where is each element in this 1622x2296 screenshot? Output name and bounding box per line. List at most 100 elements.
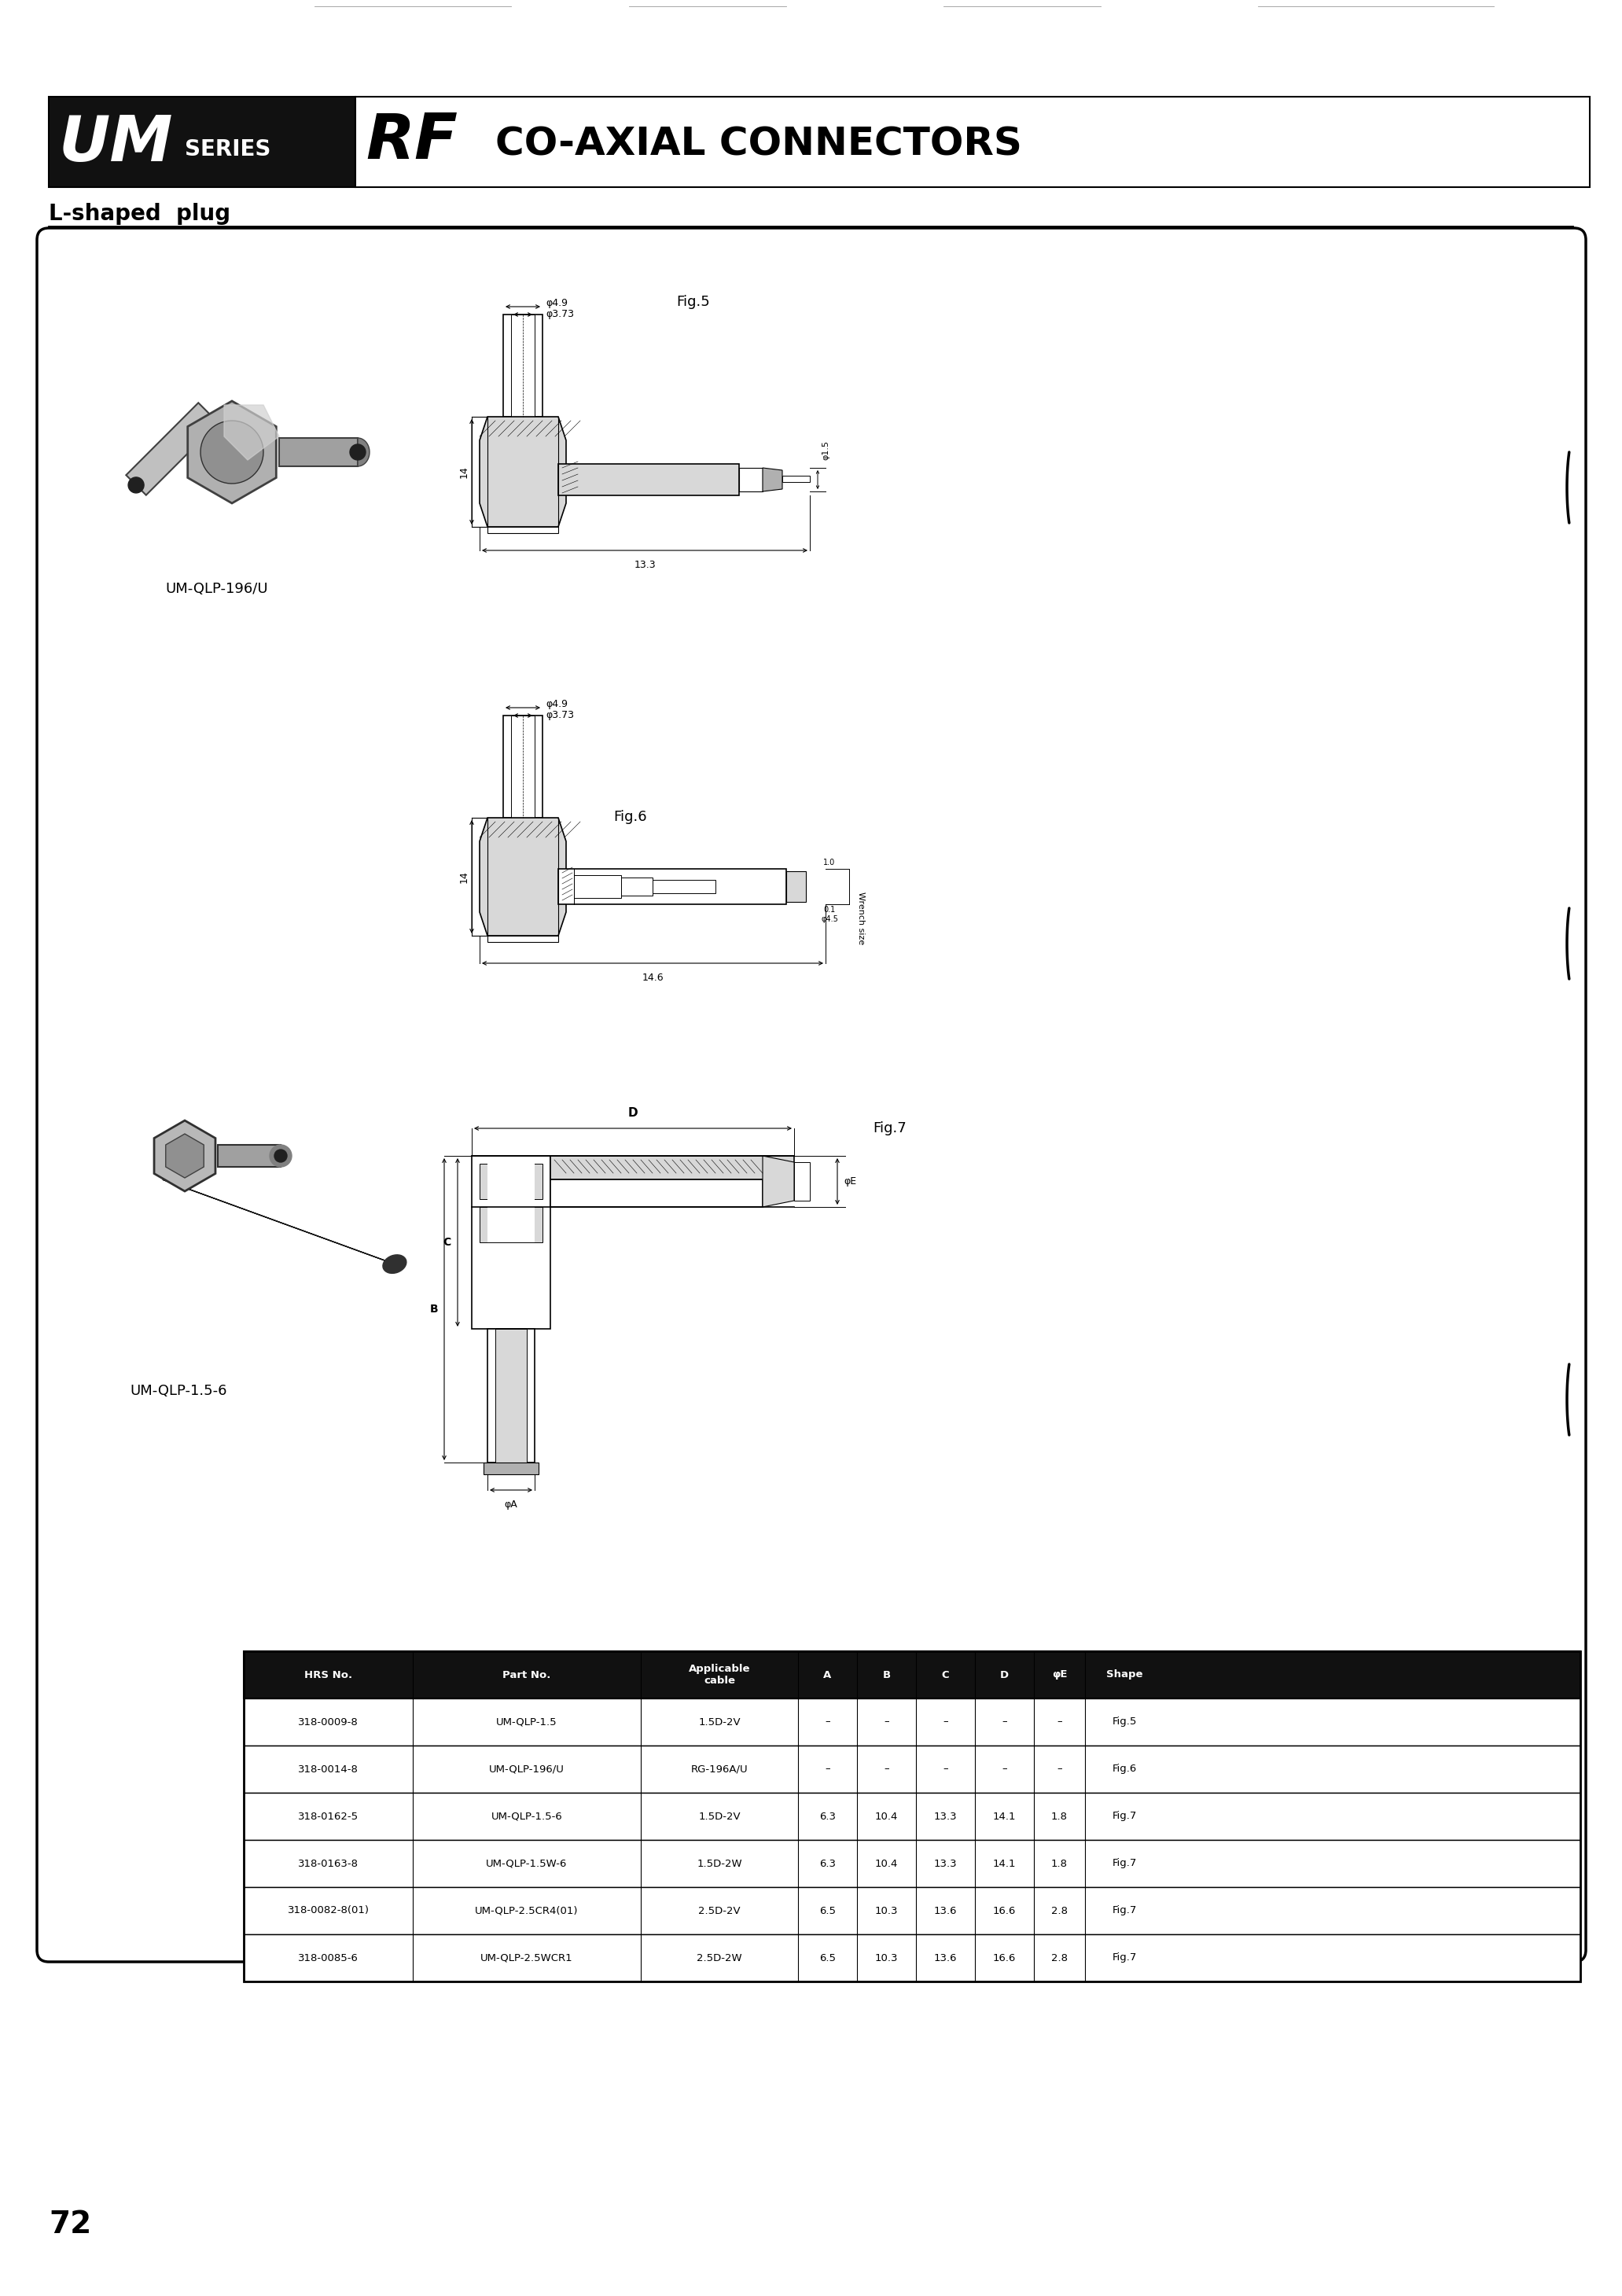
Text: UM-QLP-2.5CR4(01): UM-QLP-2.5CR4(01) bbox=[475, 1906, 579, 1915]
Text: 16.6: 16.6 bbox=[993, 1906, 1015, 1915]
FancyBboxPatch shape bbox=[37, 227, 1586, 1961]
Bar bbox=[480, 1208, 542, 1242]
Text: 2.5D-2V: 2.5D-2V bbox=[699, 1906, 741, 1915]
Bar bbox=[243, 1793, 1580, 1839]
Text: –: – bbox=[1002, 1717, 1007, 1727]
Text: Wrench size: Wrench size bbox=[856, 891, 865, 944]
Text: 13.3: 13.3 bbox=[934, 1857, 957, 1869]
Text: 318-0082-8(01): 318-0082-8(01) bbox=[287, 1906, 370, 1915]
Text: 1.5D-2W: 1.5D-2W bbox=[697, 1857, 741, 1869]
Text: –: – bbox=[826, 1717, 830, 1727]
Text: RG-196A/U: RG-196A/U bbox=[691, 1763, 748, 1775]
Bar bbox=[558, 464, 740, 496]
Text: –: – bbox=[884, 1717, 889, 1727]
Bar bbox=[488, 937, 558, 941]
Bar bbox=[480, 1164, 542, 1199]
Text: Shape: Shape bbox=[1106, 1669, 1142, 1681]
Text: 14: 14 bbox=[459, 466, 469, 478]
Bar bbox=[550, 1180, 762, 1208]
Text: φA: φA bbox=[504, 1499, 517, 1511]
Bar bbox=[488, 1329, 535, 1463]
Text: –: – bbox=[1002, 1763, 1007, 1775]
Text: Fig.7: Fig.7 bbox=[873, 1120, 907, 1137]
Text: Fig.7: Fig.7 bbox=[1113, 1857, 1137, 1869]
Polygon shape bbox=[358, 439, 370, 466]
Text: 2.8: 2.8 bbox=[1051, 1906, 1067, 1915]
Bar bbox=[243, 1933, 1580, 1981]
Bar bbox=[243, 1699, 1580, 1745]
Bar bbox=[511, 315, 535, 418]
Polygon shape bbox=[165, 1134, 204, 1178]
Text: UM: UM bbox=[58, 113, 174, 174]
Text: Fig.6: Fig.6 bbox=[613, 810, 647, 824]
Bar bbox=[217, 1146, 281, 1166]
Text: 318-0009-8: 318-0009-8 bbox=[298, 1717, 358, 1727]
Polygon shape bbox=[188, 402, 276, 503]
Bar bbox=[488, 1164, 535, 1242]
Text: Fig.7: Fig.7 bbox=[1113, 1954, 1137, 1963]
Text: –: – bbox=[884, 1763, 889, 1775]
Text: Fig.7: Fig.7 bbox=[1113, 1812, 1137, 1821]
Text: 6.3: 6.3 bbox=[819, 1812, 835, 1821]
Ellipse shape bbox=[383, 1256, 407, 1274]
Text: 13.6: 13.6 bbox=[934, 1906, 957, 1915]
Text: φ4.9: φ4.9 bbox=[545, 700, 568, 709]
Circle shape bbox=[274, 1150, 287, 1162]
Text: –: – bbox=[826, 1763, 830, 1775]
Bar bbox=[49, 96, 355, 188]
Polygon shape bbox=[201, 420, 263, 484]
Bar bbox=[243, 1745, 1580, 1793]
Text: 13.6: 13.6 bbox=[934, 1954, 957, 1963]
Text: –: – bbox=[1058, 1763, 1062, 1775]
Text: φ3.73: φ3.73 bbox=[545, 709, 574, 721]
Text: D: D bbox=[1001, 1669, 1009, 1681]
Bar bbox=[787, 870, 806, 902]
Text: –: – bbox=[1058, 1717, 1062, 1727]
Bar bbox=[495, 1329, 527, 1463]
Text: Fig.6: Fig.6 bbox=[1113, 1763, 1137, 1775]
Bar bbox=[574, 875, 621, 898]
Text: 6.5: 6.5 bbox=[819, 1906, 835, 1915]
Text: 13.3: 13.3 bbox=[634, 560, 655, 569]
Bar bbox=[243, 1839, 1580, 1887]
Text: 16.6: 16.6 bbox=[993, 1954, 1015, 1963]
Text: 1.5D-2V: 1.5D-2V bbox=[699, 1717, 741, 1727]
Text: A: A bbox=[824, 1669, 832, 1681]
Circle shape bbox=[128, 478, 144, 494]
Bar bbox=[652, 879, 715, 893]
Text: Fig.5: Fig.5 bbox=[1113, 1717, 1137, 1727]
Text: C: C bbox=[443, 1238, 451, 1247]
Bar bbox=[511, 716, 535, 817]
Text: L-shaped  plug: L-shaped plug bbox=[49, 202, 230, 225]
Text: 13.3: 13.3 bbox=[934, 1812, 957, 1821]
Text: 1.8: 1.8 bbox=[1051, 1857, 1067, 1869]
Text: 14.1: 14.1 bbox=[993, 1857, 1015, 1869]
Polygon shape bbox=[154, 1120, 216, 1192]
Text: UM-QLP-1.5: UM-QLP-1.5 bbox=[496, 1717, 558, 1727]
Bar bbox=[355, 96, 1590, 188]
Text: UM-QLP-1.5-6: UM-QLP-1.5-6 bbox=[491, 1812, 563, 1821]
Bar bbox=[488, 526, 558, 533]
Text: φE: φE bbox=[1051, 1669, 1067, 1681]
Text: 10.4: 10.4 bbox=[874, 1812, 899, 1821]
Polygon shape bbox=[483, 1463, 539, 1474]
Text: B: B bbox=[882, 1669, 890, 1681]
Text: UM-QLP-196/U: UM-QLP-196/U bbox=[165, 581, 268, 597]
Text: 14: 14 bbox=[459, 870, 469, 884]
Bar bbox=[558, 868, 787, 905]
Text: 14.6: 14.6 bbox=[642, 974, 663, 983]
Text: φ4.9: φ4.9 bbox=[545, 298, 568, 308]
Bar bbox=[243, 1887, 1580, 1933]
Text: 0.1: 0.1 bbox=[824, 907, 835, 914]
Text: 318-0163-8: 318-0163-8 bbox=[298, 1857, 358, 1869]
Text: φ3.73: φ3.73 bbox=[545, 310, 574, 319]
Text: B: B bbox=[430, 1304, 438, 1316]
Polygon shape bbox=[762, 1155, 795, 1208]
Text: HRS No.: HRS No. bbox=[305, 1669, 352, 1681]
Bar bbox=[243, 1651, 1580, 1981]
Bar bbox=[795, 1162, 809, 1201]
Bar bbox=[550, 1155, 795, 1180]
Text: –: – bbox=[942, 1717, 947, 1727]
Text: 10.4: 10.4 bbox=[874, 1857, 899, 1869]
Circle shape bbox=[269, 1146, 292, 1166]
